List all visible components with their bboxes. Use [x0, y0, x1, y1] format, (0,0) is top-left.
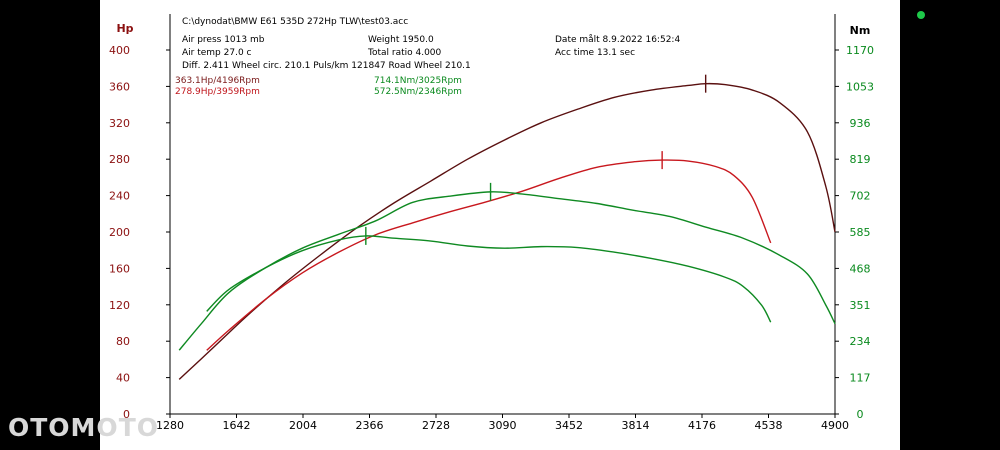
y-tick-label-left: 280 — [109, 153, 130, 166]
hp-wheel-readout: 278.9Hp/3959Rpm — [175, 87, 260, 97]
y-tick-label-left: 400 — [109, 44, 130, 57]
nm-max-readout: 714.1Nm/3025Rpm — [374, 76, 462, 86]
file-path: C:\dynodat\BMW E61 535D 272Hp TLW\test03… — [182, 17, 409, 27]
hp-max-readout: 363.1Hp/4196Rpm — [175, 76, 260, 86]
acc-time: Acc time 13.1 sec — [555, 48, 636, 58]
x-tick-label: 3452 — [555, 419, 583, 432]
y-tick-label-right: 1053 — [846, 80, 874, 93]
y-tick-label-right: 585 — [850, 226, 871, 239]
x-tick-label: 4538 — [755, 419, 783, 432]
x-tick-label: 2728 — [422, 419, 450, 432]
y-tick-label-left: 320 — [109, 117, 130, 130]
series-line-1 — [206, 159, 772, 351]
series-line-3 — [206, 235, 772, 323]
y-tick-label-left: 200 — [109, 226, 130, 239]
x-tick-label: 1280 — [156, 419, 184, 432]
y-tick-label-right: 117 — [850, 372, 871, 385]
y-tick-label-right: 936 — [850, 117, 871, 130]
y-axis-label-left: Hp — [116, 22, 133, 35]
y-tick-label-right: 468 — [850, 262, 871, 275]
x-tick-label: 1642 — [223, 419, 251, 432]
nm-wheel-readout: 572.5Nm/2346Rpm — [374, 87, 462, 97]
x-tick-label: 2366 — [356, 419, 384, 432]
watermark-logo: OTOMOTO — [8, 413, 159, 442]
y-tick-label-left: 80 — [116, 335, 130, 348]
y-tick-label-right: 819 — [850, 153, 871, 166]
dyno-chart-panel: 0 40 80 120 160 200 240 280 320 360 400 0 117 234 351 4… — [100, 0, 900, 450]
x-tick-label: 3814 — [622, 419, 650, 432]
y-tick-label-right: 702 — [850, 190, 871, 203]
x-tick-label: 3090 — [489, 419, 517, 432]
y-tick-label-left: 40 — [116, 372, 130, 385]
y-tick-label-left: 160 — [109, 262, 130, 275]
x-tick-label: 2004 — [289, 419, 317, 432]
y-tick-label-right: 1170 — [846, 44, 874, 57]
y-tick-label-right: 0 — [857, 408, 864, 421]
x-tick-label: 4900 — [821, 419, 849, 432]
air-press: Air press 1013 mb — [182, 35, 265, 45]
y-tick-label-left: 120 — [109, 299, 130, 312]
y-tick-label-right: 234 — [850, 335, 871, 348]
series-line-0 — [178, 82, 836, 380]
status-dot-icon — [917, 11, 925, 19]
y-tick-label-left: 240 — [109, 190, 130, 203]
y-tick-label-left: 0 — [123, 408, 130, 421]
y-axis-label-right: Nm — [850, 24, 871, 37]
x-tick-label: 4176 — [688, 419, 716, 432]
diff-info: Diff. 2.411 Wheel circ. 210.1 Puls/km 12… — [182, 61, 471, 71]
date: Date målt 8.9.2022 16:52:4 — [555, 35, 681, 45]
dyno-chart: 0 40 80 120 160 200 240 280 320 360 400 0 117 234 351 4… — [109, 14, 874, 432]
series-line-2 — [178, 191, 836, 351]
y-tick-label-right: 351 — [850, 299, 871, 312]
total-ratio: Total ratio 4.000 — [368, 48, 442, 58]
y-tick-label-left: 360 — [109, 80, 130, 93]
air-temp: Air temp 27.0 c — [182, 48, 252, 58]
weight: Weight 1950.0 — [368, 35, 434, 45]
